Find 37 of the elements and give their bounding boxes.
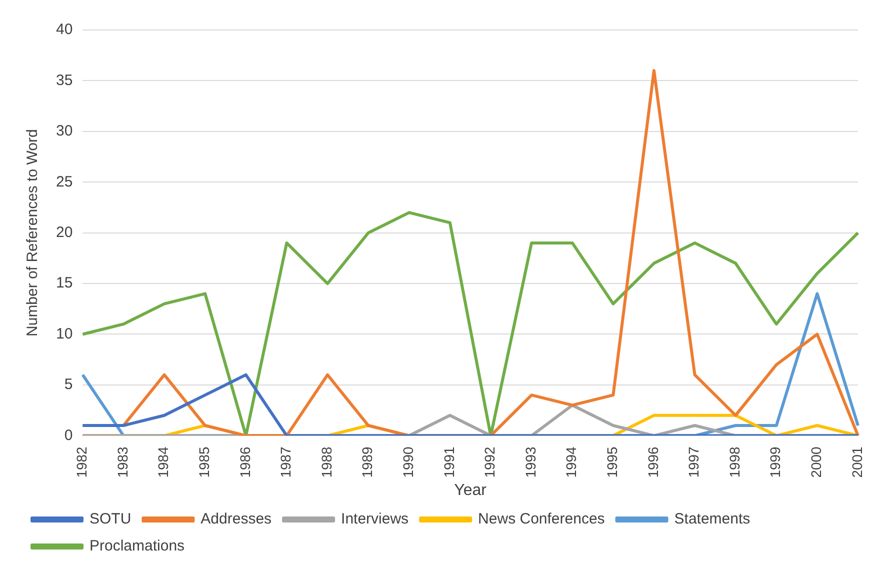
- y-tick-label: 5: [64, 376, 73, 394]
- legend-label: SOTU: [90, 510, 132, 528]
- x-tick-label: 1990: [400, 446, 416, 478]
- y-tick-label: 15: [56, 274, 73, 292]
- x-tick-label: 1994: [563, 446, 580, 478]
- x-tick-label: 1995: [604, 446, 620, 478]
- legend-label: Interviews: [341, 510, 409, 528]
- y-tick-label: 0: [64, 426, 73, 444]
- x-tick-label: 2000: [808, 446, 824, 478]
- y-tick-label: 40: [56, 21, 73, 38]
- legend-label: Addresses: [200, 510, 272, 528]
- y-tick-label: 25: [56, 173, 73, 190]
- x-tick-label: 1988: [318, 446, 334, 478]
- legend-label: Statements: [674, 510, 750, 528]
- y-axis-title: Number of References to Word: [24, 129, 42, 336]
- y-tick-label: 35: [56, 72, 73, 89]
- x-axis-title: Year: [454, 482, 488, 499]
- x-tick-label: 1986: [236, 446, 253, 478]
- x-tick-label: 1998: [726, 446, 742, 478]
- x-tick-label: 1985: [196, 446, 212, 478]
- x-tick-label: 1983: [114, 446, 130, 478]
- x-tick-label: 1997: [686, 446, 702, 478]
- legend-label: News Conferences: [478, 510, 605, 528]
- y-tick-label: 10: [56, 325, 73, 342]
- x-tick-label: 1989: [359, 446, 376, 478]
- x-tick-label: 2001: [848, 446, 865, 478]
- legend-label: Proclamations: [90, 538, 185, 555]
- x-tick-label: 1992: [482, 446, 498, 478]
- y-tick-label: 30: [56, 122, 73, 140]
- x-tick-label: 1999: [767, 446, 784, 478]
- x-tick-label: 1993: [522, 446, 538, 478]
- x-tick-label: 1982: [74, 446, 90, 478]
- x-tick-label: 1987: [278, 446, 294, 478]
- y-tick-label: 20: [56, 224, 73, 241]
- x-tick-label: 1984: [155, 446, 172, 478]
- x-tick-label: 1996: [644, 446, 661, 478]
- x-tick-label: 1991: [440, 446, 457, 478]
